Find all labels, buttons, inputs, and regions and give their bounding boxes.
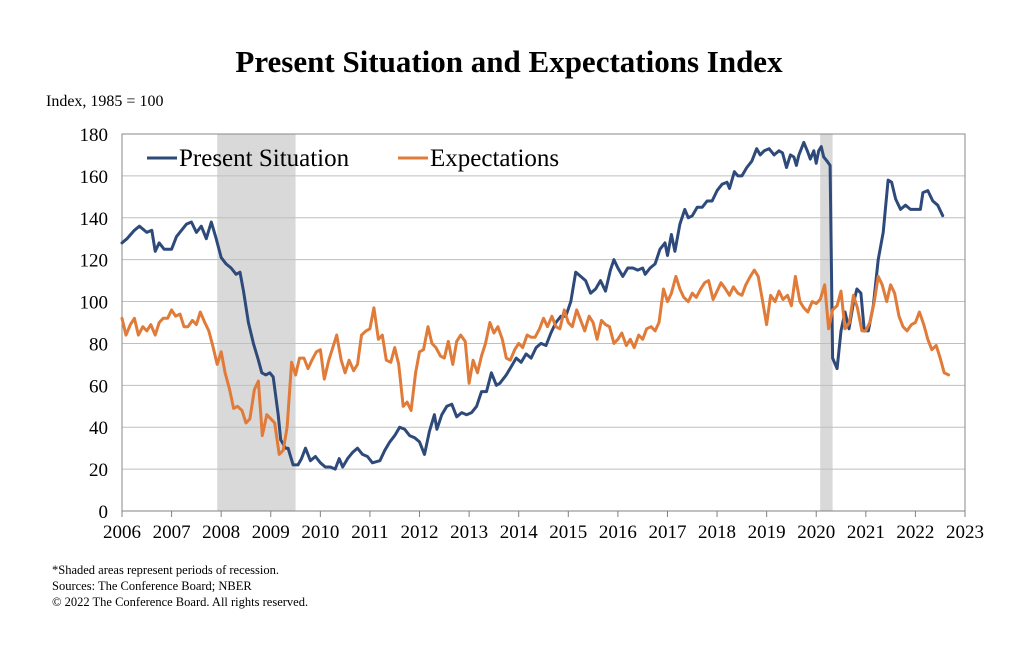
copyright-note: © 2022 The Conference Board. All rights …: [52, 595, 309, 609]
y-tick-label: 120: [80, 251, 109, 272]
x-tick-label: 2011: [351, 522, 388, 543]
x-tick-label: 2007: [153, 522, 191, 543]
x-tick-label: 2013: [450, 522, 488, 543]
x-tick-label: 2020: [797, 522, 835, 543]
x-tick-label: 2009: [252, 522, 290, 543]
series-line-expectations: [120, 268, 951, 456]
y-tick-label: 0: [99, 502, 109, 523]
y-tick-label: 180: [80, 125, 109, 146]
x-tick-label: 2008: [202, 522, 240, 543]
recession-band-0: [217, 134, 296, 511]
y-tick-label: 60: [89, 376, 108, 397]
legend-label-1: Expectations: [430, 145, 559, 172]
x-tick-label: 2022: [896, 522, 934, 543]
y-tick-label: 80: [89, 334, 108, 355]
x-tick-label: 2015: [549, 522, 587, 543]
x-tick-label: 2012: [401, 522, 439, 543]
chart-title: Present Situation and Expectations Index: [235, 44, 783, 79]
y-tick-label: 160: [80, 167, 109, 188]
series-line-present-situation: [120, 140, 945, 471]
y-axis-unit-label: Index, 1985 = 100: [46, 93, 164, 110]
x-tick-label: 2010: [301, 522, 339, 543]
x-tick-label: 2017: [648, 522, 686, 543]
legend: Present Situation Expectations: [147, 145, 559, 172]
x-tick-label: 2021: [847, 522, 885, 543]
x-tick-label: 2019: [748, 522, 786, 543]
x-tick-label: 2006: [103, 522, 141, 543]
x-tick-label: 2016: [599, 522, 637, 543]
y-tick-label: 140: [80, 209, 109, 230]
y-tick-label: 100: [80, 293, 109, 314]
sources-note: Sources: The Conference Board; NBER: [52, 579, 252, 593]
y-tick-label: 20: [89, 460, 108, 481]
legend-label-0: Present Situation: [179, 145, 350, 172]
x-tick-label: 2023: [946, 522, 984, 543]
x-tick-label: 2018: [698, 522, 736, 543]
y-tick-label: 40: [89, 418, 108, 439]
axes: 0 20 40 60 80 100 120 140 160 180 2006 2007 2008 2009…: [80, 125, 985, 543]
recession-footnote: *Shaded areas represent periods of reces…: [52, 563, 279, 577]
x-tick-label: 2014: [500, 522, 539, 543]
series-lines: [120, 140, 951, 471]
